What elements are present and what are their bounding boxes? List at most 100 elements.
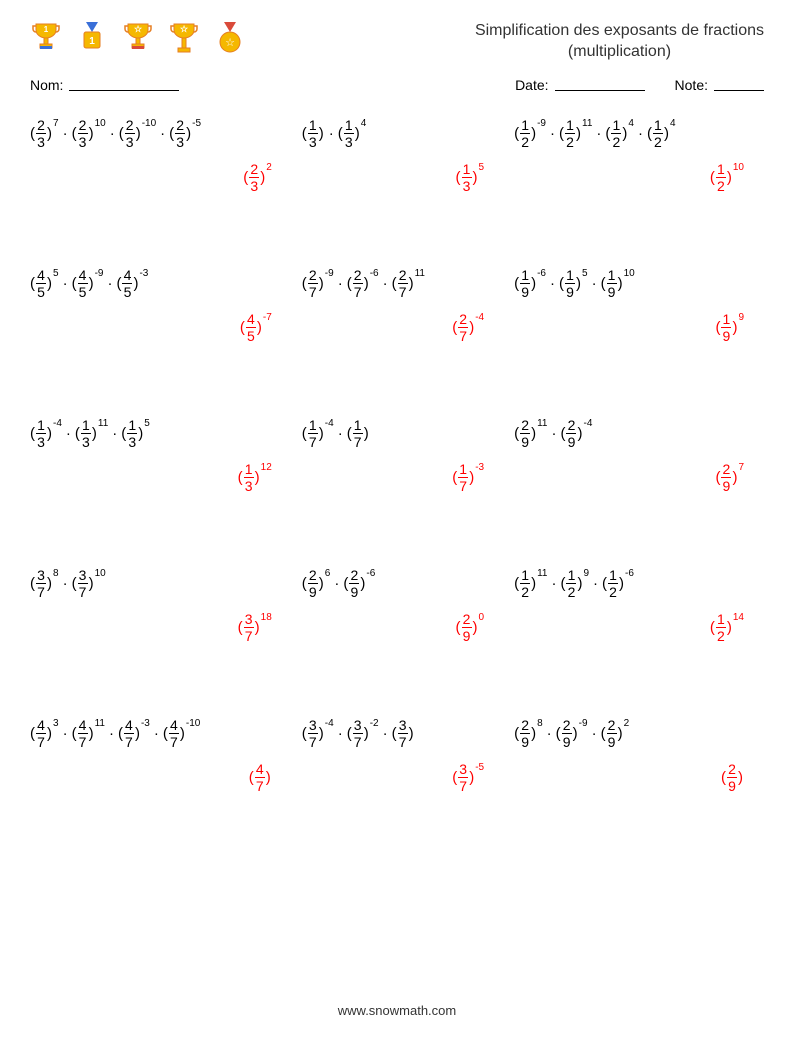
term: ( 29 ) 2: [601, 718, 630, 749]
trophy-row: 1 1 ☆ ☆ ☆: [30, 20, 246, 63]
problem-expression: ( 13 ) -4 · ( 13 ) 11 · ( 13 ) 5: [30, 418, 292, 449]
problem-cell: ( 12 ) -9 · ( 12 ) 11 · ( 12 ) 4 · ( 12 …: [514, 118, 764, 213]
fraction: 29: [721, 462, 731, 493]
term: ( 29 ) 6: [302, 568, 331, 599]
dot-operator: ·: [547, 725, 552, 742]
fraction: 47: [255, 762, 265, 793]
term: ( 13 ) 12: [238, 462, 272, 493]
term: ( 29 ) 0: [456, 612, 485, 643]
date-blank[interactable]: [555, 77, 645, 91]
fraction: 17: [308, 418, 318, 449]
date-label: Date:: [515, 77, 548, 93]
fraction: 13: [81, 418, 91, 449]
dot-operator: ·: [338, 425, 343, 442]
term: ( 12 ) 4: [647, 118, 676, 149]
dot-operator: ·: [550, 275, 555, 292]
problem-cell: ( 37 ) 8 · ( 37 ) 10 ( 37 ) 18: [30, 568, 292, 663]
score-blank[interactable]: [714, 77, 764, 91]
answer: ( 37 ) 18: [238, 612, 272, 643]
term: ( 17 ) -4: [302, 418, 334, 449]
page-title: Simplification des exposants de fraction…: [475, 21, 764, 63]
problem-cell: ( 45 ) 5 · ( 45 ) -9 · ( 45 ) -3 ( 45 ) …: [30, 268, 292, 363]
meta-row: Nom: Date: Note:: [30, 77, 764, 93]
fraction: 19: [607, 268, 617, 299]
problem-expression: ( 17 ) -4 · ( 17 ): [302, 418, 504, 449]
fraction: 12: [653, 118, 663, 149]
problem-cell: ( 29 ) 8 · ( 29 ) -9 · ( 29 ) 2 ( 29 ): [514, 718, 764, 813]
meta-right: Date: Note:: [515, 77, 764, 93]
answer: ( 27 ) -4: [452, 312, 484, 343]
term: ( 12 ) 11: [514, 568, 547, 599]
term: ( 19 ) 5: [559, 268, 588, 299]
fraction: 37: [78, 568, 88, 599]
term: ( 19 ) 10: [601, 268, 635, 299]
dot-operator: ·: [551, 575, 556, 592]
answer: ( 29 ) 0: [456, 612, 485, 643]
fraction: 12: [520, 568, 530, 599]
problem-expression: ( 45 ) 5 · ( 45 ) -9 · ( 45 ) -3: [30, 268, 292, 299]
term: ( 23 ) -10: [119, 118, 156, 149]
fraction: 45: [122, 268, 132, 299]
fraction: 19: [565, 268, 575, 299]
problem-cell: ( 12 ) 11 · ( 12 ) 9 · ( 12 ) -6 ( 12 ) …: [514, 568, 764, 663]
fraction: 12: [566, 568, 576, 599]
fraction: 13: [462, 162, 472, 193]
fraction: 12: [716, 612, 726, 643]
term: ( 29 ) -4: [560, 418, 592, 449]
fraction: 12: [608, 568, 618, 599]
fraction: 37: [398, 718, 408, 749]
term: ( 29 ) 7: [715, 462, 744, 493]
problem-expression: ( 47 ) 3 · ( 47 ) 11 · ( 47 ) -3 · ( 47 …: [30, 718, 292, 749]
dot-operator: ·: [63, 725, 68, 742]
name-label: Nom:: [30, 77, 63, 93]
title-line1: Simplification des exposants de fraction…: [475, 22, 764, 39]
dot-operator: ·: [551, 425, 556, 442]
term: ( 23 ) 2: [243, 162, 272, 193]
fraction: 17: [353, 418, 363, 449]
trophy-icon: ☆: [168, 20, 200, 60]
answer: ( 29 ) 7: [715, 462, 744, 493]
problem-expression: ( 12 ) 11 · ( 12 ) 9 · ( 12 ) -6: [514, 568, 764, 599]
term: ( 45 ) -3: [116, 268, 148, 299]
dot-operator: ·: [596, 125, 601, 142]
problem-expression: ( 13 ) · ( 13 ) 4: [302, 118, 504, 149]
term: ( 13 ) 5: [456, 162, 485, 193]
term: ( 19 ) 9: [715, 312, 744, 343]
term: ( 45 ) -9: [72, 268, 104, 299]
fraction: 12: [611, 118, 621, 149]
medal-icon: ☆: [214, 20, 246, 60]
problem-cell: ( 17 ) -4 · ( 17 ) ( 17 ) -3: [302, 418, 504, 513]
dot-operator: ·: [592, 725, 597, 742]
problem-cell: ( 37 ) -4 · ( 37 ) -2 · ( 37 ) ( 37 ) -5: [302, 718, 504, 813]
answer: ( 12 ) 10: [710, 162, 744, 193]
dot-operator: ·: [383, 275, 388, 292]
answer: ( 37 ) -5: [452, 762, 484, 793]
fraction: 37: [308, 718, 318, 749]
fraction: 29: [607, 718, 617, 749]
answer: ( 13 ) 12: [238, 462, 272, 493]
svg-text:☆: ☆: [225, 37, 235, 49]
answer: ( 17 ) -3: [452, 462, 484, 493]
answer: ( 13 ) 5: [456, 162, 485, 193]
fraction: 45: [78, 268, 88, 299]
name-blank[interactable]: [69, 77, 179, 91]
problem-expression: ( 29 ) 6 · ( 29 ) -6: [302, 568, 504, 599]
term: ( 45 ) 5: [30, 268, 59, 299]
term: ( 13 ) 11: [75, 418, 108, 449]
dot-operator: ·: [154, 725, 159, 742]
dot-operator: ·: [592, 275, 597, 292]
term: ( 29 ) 11: [514, 418, 547, 449]
problem-cell: ( 29 ) 6 · ( 29 ) -6 ( 29 ) 0: [302, 568, 504, 663]
problem-cell: ( 13 ) · ( 13 ) 4 ( 13 ) 5: [302, 118, 504, 213]
fraction: 23: [125, 118, 135, 149]
dot-operator: ·: [338, 725, 343, 742]
problem-cell: ( 23 ) 7 · ( 23 ) 10 · ( 23 ) -10 · ( 23…: [30, 118, 292, 213]
term: ( 37 ) -4: [302, 718, 334, 749]
term: ( 37 ) 8: [30, 568, 59, 599]
fraction: 13: [127, 418, 137, 449]
term: ( 29 ) -9: [556, 718, 588, 749]
fraction: 13: [344, 118, 354, 149]
fraction: 29: [520, 718, 530, 749]
term: ( 13 ) -4: [30, 418, 62, 449]
score-label: Note:: [675, 77, 708, 93]
